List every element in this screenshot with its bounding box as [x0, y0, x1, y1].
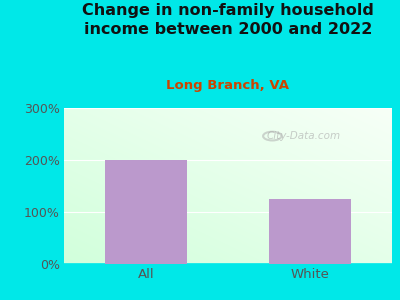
- Bar: [269, 199, 351, 264]
- Text: Long Branch, VA: Long Branch, VA: [166, 79, 290, 92]
- Bar: [105, 160, 187, 264]
- Text: Change in non-family household
income between 2000 and 2022: Change in non-family household income be…: [82, 3, 374, 37]
- Text: City-Data.com: City-Data.com: [266, 131, 340, 141]
